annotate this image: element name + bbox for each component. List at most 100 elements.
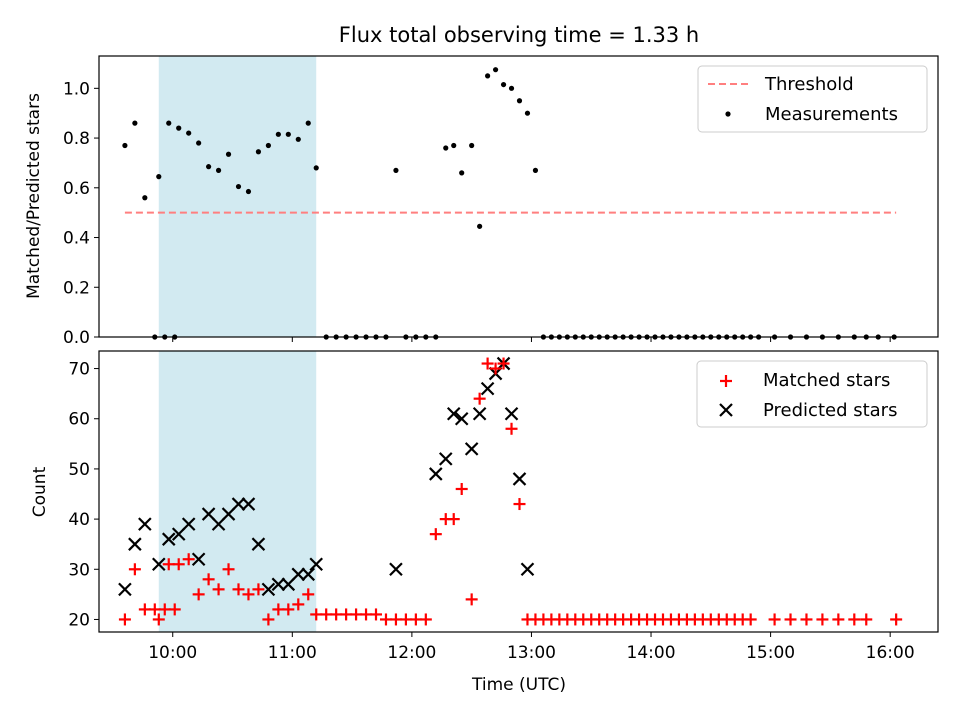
matched-star-point	[505, 422, 518, 435]
count-y-tick-label: 40	[68, 510, 90, 530]
matched-star-point	[282, 603, 295, 616]
observing-window-span	[158, 56, 317, 337]
x-tick-label: 12:00	[387, 643, 436, 663]
measurement-point	[196, 140, 202, 146]
ratio-y-tick-label: 1.0	[63, 79, 90, 99]
measurement-point	[142, 195, 148, 201]
matched-star-point	[497, 357, 510, 370]
measurement-point	[508, 85, 515, 91]
predicted-star-point	[512, 472, 527, 486]
matched-star-point	[455, 482, 468, 495]
measurement-point	[255, 149, 262, 155]
threshold-legend-label: Threshold	[764, 74, 854, 95]
matched-star-point	[832, 613, 845, 626]
predicted-star-point	[171, 527, 186, 541]
chart-title: Flux total observing time = 1.33 h	[339, 23, 699, 47]
predicted-star-point	[271, 577, 286, 592]
matched-star-point	[128, 563, 141, 576]
matched-star-point	[848, 613, 861, 626]
measurement-point	[285, 131, 291, 137]
predicted-star-point	[464, 442, 479, 456]
matched-star-point	[152, 613, 165, 626]
measurement-point	[166, 120, 172, 126]
measurement-point	[265, 142, 271, 149]
matched-star-point	[429, 528, 442, 541]
predicted-star-point	[472, 406, 487, 421]
matched-star-point	[192, 588, 205, 601]
matched-legend-label: Matched stars	[763, 370, 890, 391]
matched-star-point	[419, 613, 432, 626]
measurements-legend-label: Measurements	[765, 104, 898, 125]
measurement-point	[156, 174, 162, 180]
matched-star-point	[473, 392, 486, 405]
predicted-star-point	[389, 562, 403, 577]
ratio-legend: Threshold Measurements	[697, 65, 928, 133]
count-plot-frame	[98, 350, 939, 633]
predicted-star-point	[138, 517, 152, 531]
predicted-star-point	[251, 537, 266, 551]
predicted-star-point	[118, 582, 132, 597]
predicted-star-point	[301, 567, 316, 582]
matched-star-point	[212, 583, 225, 596]
count-y-tick-label: 70	[68, 360, 90, 380]
matched-star-point	[262, 613, 275, 626]
measurement-point	[532, 167, 539, 173]
matched-star-point	[481, 357, 494, 370]
predicted-legend-label: Predicted stars	[763, 400, 897, 421]
matched-star-point	[447, 513, 460, 526]
predicted-star-point	[152, 557, 166, 572]
matched-star-point	[800, 613, 813, 626]
measurements-legend-swatch	[725, 111, 731, 117]
measurement-point	[443, 145, 449, 151]
predicted-star-point	[309, 557, 324, 572]
predicted-star-point	[454, 411, 469, 426]
matched-star-point	[744, 613, 757, 626]
matched-star-point	[222, 563, 235, 576]
count-plot: 20 30 40 50 60 70 10:00 11:00 12:00 13:00 14:00 15…	[30, 350, 939, 695]
matched-star-point	[302, 588, 315, 601]
count-y-tick-label: 30	[68, 560, 90, 580]
measurement-point	[235, 183, 242, 190]
measurement-point	[132, 120, 138, 126]
measurement-point	[275, 131, 281, 137]
x-tick-label: 10:00	[148, 643, 197, 663]
predicted-star-point	[211, 517, 226, 531]
matched-star-point	[513, 498, 526, 511]
predicted-star-point	[191, 552, 206, 567]
measurement-point	[176, 125, 182, 131]
matched-star-point	[370, 608, 383, 621]
predicted-star-point	[241, 497, 256, 511]
matched-star-point	[242, 588, 255, 601]
ratio-legend-box	[697, 65, 928, 133]
matched-star-point	[252, 583, 265, 596]
measurement-point	[186, 130, 192, 136]
measurement-point	[492, 67, 499, 73]
predicted-star-point	[504, 406, 519, 421]
measurement-point	[500, 81, 507, 88]
measurement-point	[459, 170, 465, 176]
predicted-legend-swatch	[719, 403, 733, 417]
count-y-tick-label: 20	[68, 610, 90, 630]
x-tick-label: 14:00	[627, 643, 676, 663]
predicted-star-point	[161, 532, 176, 546]
measurement-point	[122, 142, 128, 149]
measurement-point	[206, 164, 212, 170]
predicted-star-point	[231, 497, 246, 511]
predicted-star-point	[291, 567, 306, 582]
measurement-point	[516, 98, 523, 104]
matched-star-point	[489, 362, 502, 375]
count-legend-box	[696, 360, 928, 428]
ratio-plot-frame	[98, 55, 939, 338]
measurement-point	[245, 188, 252, 195]
matched-star-point	[292, 598, 305, 611]
count-y-axis-label: Count	[30, 466, 50, 517]
measurement-point	[295, 136, 301, 142]
predicted-star-point	[520, 562, 535, 577]
x-tick-label: 16:00	[866, 643, 915, 663]
matched-star-point	[768, 613, 781, 626]
measurement-point	[524, 110, 531, 116]
measurement-point	[451, 142, 457, 149]
measurement-point	[485, 73, 491, 79]
predicted-star-point	[281, 577, 296, 592]
